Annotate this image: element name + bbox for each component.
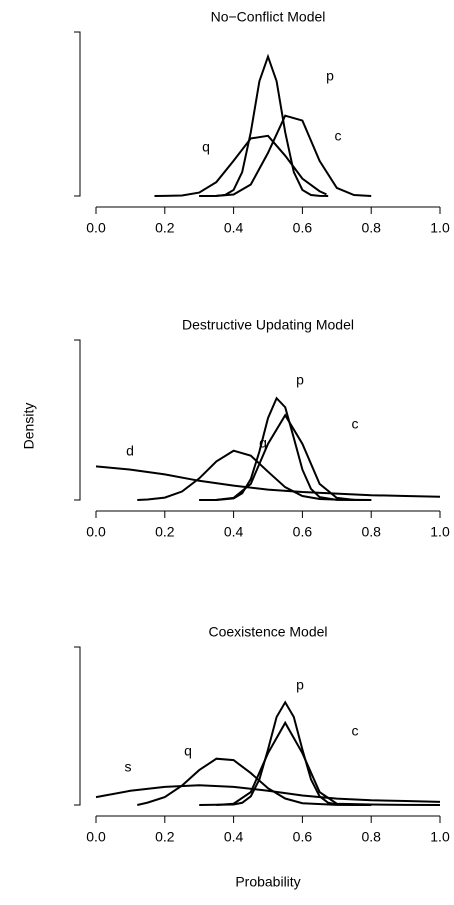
series-label: s [125, 759, 132, 775]
series-label: c [335, 128, 342, 144]
x-tick-label: 0.0 [86, 524, 106, 540]
series-label: q [259, 435, 267, 451]
density-line [154, 134, 327, 197]
x-tick-label: 0.4 [224, 829, 244, 845]
x-tick-label: 0.0 [86, 829, 106, 845]
series-label: d [126, 443, 134, 459]
x-tick-label: 0.6 [293, 220, 313, 236]
x-tick-label: 1.0 [430, 524, 450, 540]
series-label: q [184, 743, 192, 759]
x-tick-label: 1.0 [430, 829, 450, 845]
y-axis [74, 646, 81, 806]
x-tick-label: 0.2 [155, 829, 175, 845]
density-line [199, 700, 372, 806]
density-line [199, 114, 372, 197]
density-line [199, 53, 329, 197]
x-tick-label: 0.8 [361, 220, 381, 236]
density-line [199, 413, 372, 501]
x-tick-label: 0.2 [155, 524, 175, 540]
series-label: p [296, 677, 304, 693]
density-line [137, 449, 372, 501]
density-line [137, 757, 372, 806]
y-axis [74, 339, 81, 501]
x-tick-label: 0.4 [224, 220, 244, 236]
series-label: p [326, 68, 334, 84]
x-tick-label: 0.4 [224, 524, 244, 540]
x-tick-label: 0.0 [86, 220, 106, 236]
series-label: q [202, 139, 210, 155]
density-line [95, 465, 441, 498]
density-line [95, 784, 441, 803]
panel-title: Coexistence Model [208, 624, 327, 640]
x-tick-label: 0.2 [155, 220, 175, 236]
y-axis [74, 31, 81, 197]
x-tick-label: 1.0 [430, 220, 450, 236]
x-tick-label: 0.8 [361, 829, 381, 845]
x-tick-label: 0.6 [293, 524, 313, 540]
series-label: c [352, 416, 359, 432]
x-tick-label: 0.6 [293, 829, 313, 845]
panel-title: No−Conflict Model [211, 9, 326, 25]
y-axis-label: Density [21, 403, 37, 450]
x-axis-label: Probability [235, 874, 300, 890]
series-label: c [352, 723, 359, 739]
x-tick-label: 0.8 [361, 524, 381, 540]
density-line [216, 720, 441, 806]
series-label: p [296, 372, 304, 388]
panel-title: Destructive Updating Model [182, 317, 354, 333]
